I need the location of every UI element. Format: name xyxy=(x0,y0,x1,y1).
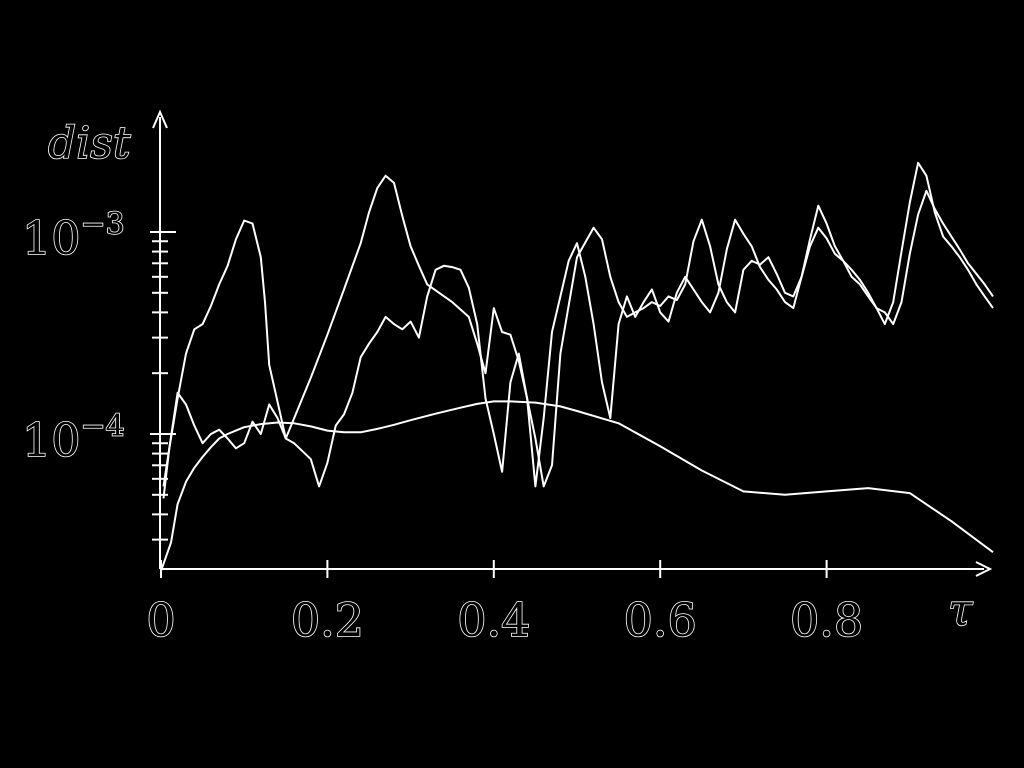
series-line-1 xyxy=(160,400,994,572)
y-axis-title: dist xyxy=(48,118,131,169)
ticks xyxy=(150,231,828,578)
x-tick-label-3: 0.6 xyxy=(624,593,697,647)
x-axis-title: τ xyxy=(948,585,973,636)
tick-labels: 0 0.2 0.4 0.6 0.8 10−4 10−3 xyxy=(21,206,864,648)
y-tick-label-1: 10−3 xyxy=(22,207,125,265)
axes xyxy=(152,109,993,577)
x-tick-label-2: 0.4 xyxy=(457,593,530,647)
x-tick-label-1: 0.2 xyxy=(291,593,364,647)
series-line-2 xyxy=(162,161,994,488)
x-tick-label-0: 0 xyxy=(146,593,175,647)
y-tick-label-0: 10−4 xyxy=(22,409,125,467)
series-line-3 xyxy=(162,189,994,499)
y-axis-arrow-icon xyxy=(152,109,168,129)
x-tick-label-4: 0.8 xyxy=(790,593,863,647)
series-layer xyxy=(160,161,994,572)
x-axis-arrow-icon xyxy=(975,561,993,577)
